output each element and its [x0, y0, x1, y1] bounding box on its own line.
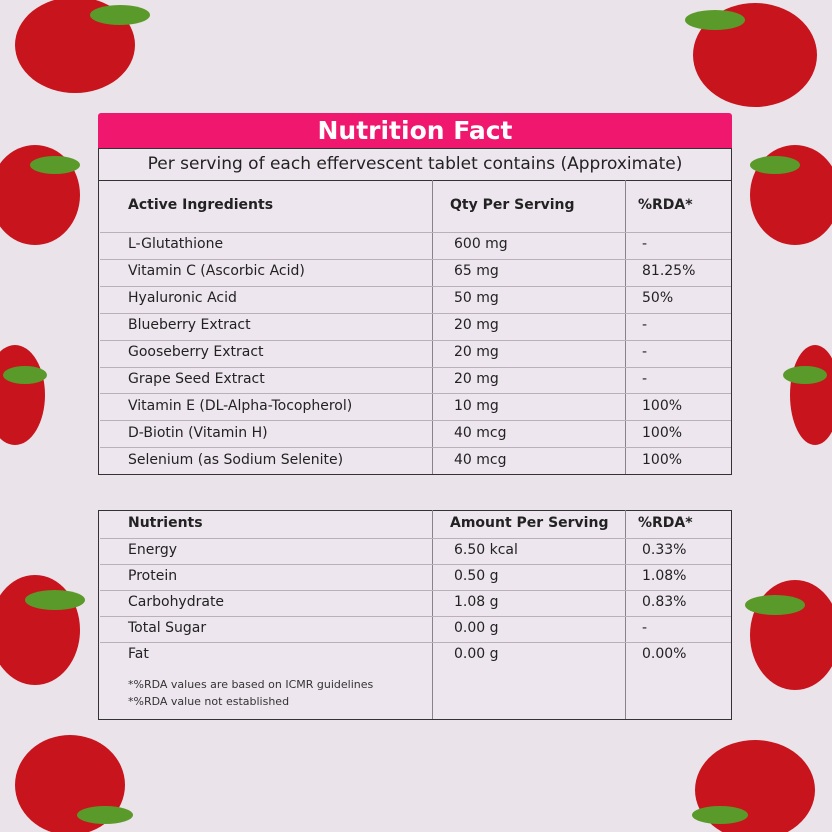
row-divider — [100, 538, 731, 539]
table-cell: Fat — [128, 646, 149, 662]
table-cell: 600 mg — [454, 236, 508, 253]
column-divider — [432, 180, 433, 474]
table-cell: 20 mg — [454, 370, 499, 387]
header-cell: %RDA* — [638, 197, 693, 213]
row-divider — [100, 393, 731, 395]
ingredients-table — [98, 180, 732, 475]
row-divider — [100, 564, 731, 565]
table-cell: 0.50 g — [454, 568, 499, 584]
table-cell: 50% — [642, 290, 674, 307]
table-cell: 0.83% — [642, 594, 687, 610]
table-cell: Protein — [128, 568, 178, 584]
table-cell: 20 mg — [454, 317, 499, 334]
table-cell: D-Biotin (Vitamin H) — [128, 424, 268, 441]
table-cell: Grape Seed Extract — [128, 370, 265, 387]
table-cell: 65 mg — [454, 263, 499, 280]
header-cell: Qty Per Serving — [450, 197, 575, 213]
table-cell: 100% — [642, 397, 683, 414]
table-cell: 40 mcg — [454, 424, 507, 441]
row-divider — [100, 590, 731, 591]
table-cell: - — [642, 620, 648, 636]
table-cell: - — [642, 370, 648, 387]
title: Nutrition Fact — [98, 113, 732, 149]
row-divider — [100, 285, 731, 287]
row-divider — [100, 616, 731, 617]
row-divider — [100, 420, 731, 422]
table-cell: 50 mg — [454, 290, 499, 307]
column-divider — [625, 180, 626, 474]
table-cell: Gooseberry Extract — [128, 344, 264, 361]
table-cell: Total Sugar — [128, 620, 207, 636]
table-cell: Vitamin E (DL-Alpha-Tocopherol) — [128, 397, 353, 414]
row-divider — [100, 312, 731, 314]
table-cell: 0.33% — [642, 542, 687, 558]
table-cell: Energy — [128, 542, 178, 558]
column-divider — [625, 510, 626, 719]
table-cell: 81.25% — [642, 263, 696, 280]
footnote: *%RDA value not established — [128, 695, 290, 708]
table-cell: - — [642, 317, 648, 334]
table-cell: 1.08% — [642, 568, 687, 584]
row-divider — [100, 232, 731, 233]
table-cell: Vitamin C (Ascorbic Acid) — [128, 263, 305, 280]
column-divider — [432, 510, 433, 719]
footnote: *%RDA values are based on ICMR guideline… — [128, 678, 374, 691]
table-cell: 20 mg — [454, 344, 499, 361]
table-cell: 10 mg — [454, 397, 499, 414]
row-divider — [100, 366, 731, 368]
header-cell: Nutrients — [128, 515, 203, 531]
header-cell: %RDA* — [638, 515, 693, 531]
table-cell: 0.00 g — [454, 646, 499, 662]
table-cell: 100% — [642, 451, 683, 468]
table-cell: Blueberry Extract — [128, 317, 251, 334]
row-divider — [100, 447, 731, 449]
nutrients-table — [98, 510, 732, 720]
table-cell: 0.00% — [642, 646, 687, 662]
subtitle: Per serving of each effervescent tablet … — [98, 148, 732, 180]
table-cell: 40 mcg — [454, 451, 507, 468]
row-divider — [100, 642, 731, 643]
table-cell: 0.00 g — [454, 620, 499, 636]
row-divider — [100, 258, 731, 260]
table-cell: Selenium (as Sodium Selenite) — [128, 451, 344, 468]
header-cell: Active Ingredients — [128, 197, 274, 213]
table-cell: - — [642, 344, 648, 361]
table-cell: 6.50 kcal — [454, 542, 518, 558]
table-cell: - — [642, 236, 648, 253]
table-cell: 1.08 g — [454, 594, 499, 610]
table-cell: L-Glutathione — [128, 236, 224, 253]
row-divider — [100, 339, 731, 341]
header-cell: Amount Per Serving — [450, 515, 609, 531]
table-cell: Carbohydrate — [128, 594, 225, 610]
table-cell: Hyaluronic Acid — [128, 290, 237, 307]
table-cell: 100% — [642, 424, 683, 441]
